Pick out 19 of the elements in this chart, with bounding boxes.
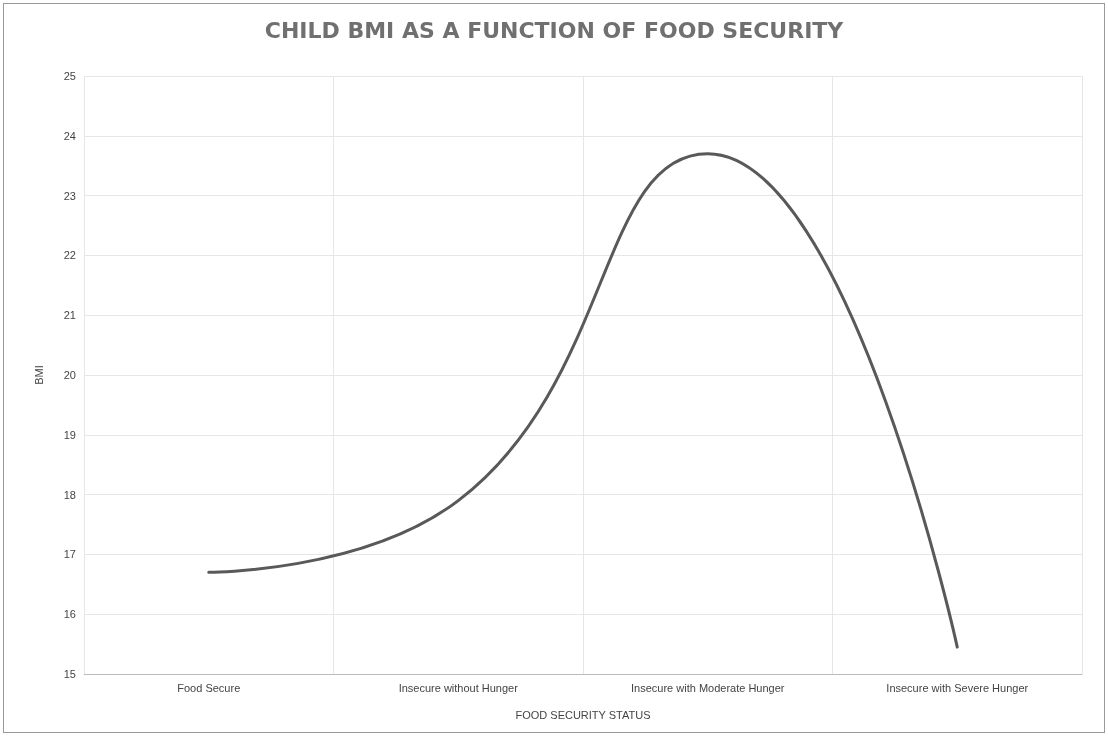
x-tick-label: Food Secure xyxy=(177,681,241,694)
chart-title: CHILD BMI AS A FUNCTION OF FOOD SECURITY xyxy=(264,17,845,43)
x-tick-label: Insecure without Hunger xyxy=(398,681,519,694)
y-tick-label: 15 xyxy=(63,668,76,680)
y-tick-label: 20 xyxy=(63,369,76,381)
y-tick-label: 16 xyxy=(63,608,76,621)
y-tick-label: 17 xyxy=(63,548,76,561)
y-axis-title: BMI xyxy=(32,365,45,385)
y-tick-label: 23 xyxy=(63,189,76,202)
y-tick-label: 21 xyxy=(63,309,76,322)
line-series xyxy=(207,152,959,649)
x-tick-label: Insecure with Severe Hunger xyxy=(886,681,1029,694)
y-tick-label: 22 xyxy=(63,249,76,262)
x-tick-label: Insecure with Moderate Hunger xyxy=(631,681,785,694)
x-axis-title: FOOD SECURITY STATUS xyxy=(515,708,651,721)
y-tick-label: 25 xyxy=(63,70,76,82)
y-tick-label: 24 xyxy=(63,129,76,142)
y-tick-label: 18 xyxy=(63,488,76,501)
y-tick-label: 19 xyxy=(63,428,76,441)
